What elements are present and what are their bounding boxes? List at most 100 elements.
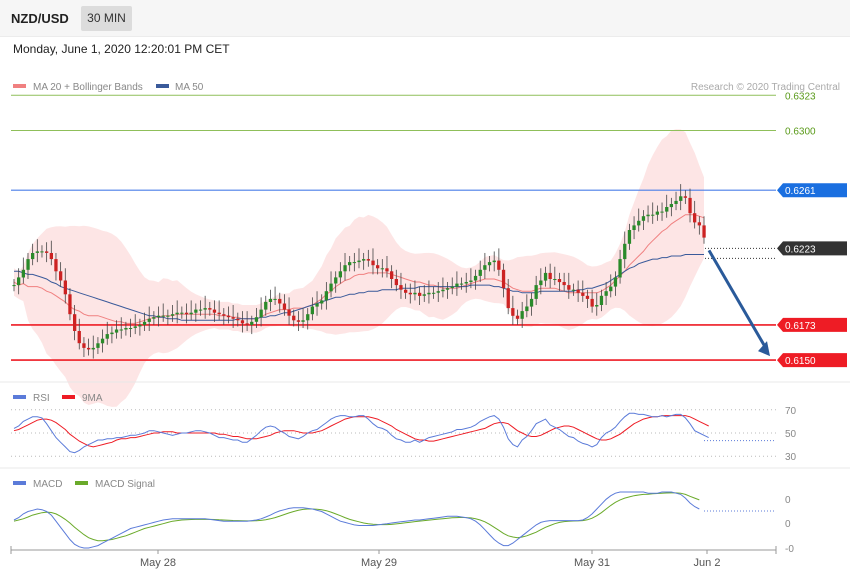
candle-body xyxy=(469,280,473,282)
timeframe-button[interactable]: 30 MIN xyxy=(81,6,132,31)
candle-body xyxy=(693,213,697,223)
candle-body xyxy=(436,291,440,293)
candle-body xyxy=(669,204,673,208)
candle-body xyxy=(613,277,618,287)
candle-body xyxy=(385,268,389,272)
macd-legend-swatch xyxy=(13,481,26,485)
candle-body xyxy=(254,317,259,322)
candle-body xyxy=(404,289,408,293)
candle-body xyxy=(511,308,515,316)
candle-body xyxy=(142,321,147,325)
candle-body xyxy=(264,301,268,310)
candle-body xyxy=(245,323,249,325)
candle-body xyxy=(17,277,21,286)
candle-body xyxy=(175,312,179,315)
candle-body xyxy=(236,318,240,321)
candle-body xyxy=(203,308,207,310)
candle-body xyxy=(679,196,683,201)
rsi-tick-label: 70 xyxy=(785,406,797,417)
candle-body xyxy=(138,324,142,327)
candle-body xyxy=(82,343,86,348)
candle-body xyxy=(483,265,487,270)
candle-body xyxy=(180,312,184,314)
current-price-label: 0.6223 xyxy=(785,244,816,255)
projection-arrow-line xyxy=(707,249,769,351)
candle-body xyxy=(432,292,436,294)
candle-body xyxy=(478,269,482,276)
candle-body xyxy=(529,298,534,307)
candle-body xyxy=(408,292,412,295)
support-price-tag xyxy=(777,317,847,332)
candle-body xyxy=(21,269,25,278)
macd-tick-label: 0 xyxy=(785,519,791,530)
candle-body xyxy=(301,320,305,322)
candle-body xyxy=(259,309,263,318)
time-axis-tick-label: Jun 2 xyxy=(694,557,721,569)
macd-legend-label: MACD xyxy=(33,479,62,490)
candle-body xyxy=(543,272,548,281)
datetime-label: Monday, June 1, 2020 12:20:01 PM CET xyxy=(13,42,230,56)
ma50-line xyxy=(14,254,704,321)
candle-body xyxy=(599,295,604,305)
candle-body xyxy=(683,196,687,198)
resistance-price-label: 0.6323 xyxy=(785,91,816,102)
candle-body xyxy=(473,275,478,281)
projection-arrow-head xyxy=(758,341,770,357)
candle-body xyxy=(487,262,492,266)
support-price-label: 0.6173 xyxy=(785,321,816,332)
candle-body xyxy=(459,283,464,285)
candle-body xyxy=(250,321,254,325)
candle-body xyxy=(306,314,310,321)
candle-body xyxy=(380,268,384,270)
rsi-ma-legend-label: 9MA xyxy=(82,393,103,404)
candle-body xyxy=(208,308,212,310)
candle-body xyxy=(450,286,454,289)
candle-body xyxy=(637,220,641,226)
candle-body xyxy=(161,315,165,317)
candle-body xyxy=(54,259,58,272)
macd-tick-label: -0 xyxy=(785,544,794,555)
resistance-price-label: 0.6300 xyxy=(785,127,816,138)
candle-body xyxy=(87,347,91,350)
candle-body xyxy=(553,279,557,280)
candle-body xyxy=(571,289,576,291)
candle-body xyxy=(63,280,67,295)
candle-body xyxy=(170,314,175,316)
ma20-line xyxy=(13,214,705,324)
time-axis-tick-label: May 28 xyxy=(140,557,176,569)
candle-body xyxy=(105,334,109,339)
candle-body xyxy=(464,282,468,284)
candle-body xyxy=(376,265,380,269)
macd-signal-legend-label: MACD Signal xyxy=(95,479,155,490)
candle-body xyxy=(91,347,95,350)
candle-body xyxy=(604,291,608,296)
pivot-price-label: 0.6261 xyxy=(785,186,816,197)
candle-body xyxy=(520,311,524,319)
candle-body xyxy=(114,329,119,333)
candle-body xyxy=(609,286,613,292)
candle-body xyxy=(156,315,161,318)
candle-body xyxy=(418,292,422,296)
candle-body xyxy=(194,309,198,313)
candle-body xyxy=(292,315,296,321)
candle-body xyxy=(77,331,81,344)
candle-body xyxy=(96,343,100,348)
candle-body xyxy=(124,328,128,330)
candle-body xyxy=(567,285,571,290)
candle-body xyxy=(492,260,496,263)
rsi-legend-swatch xyxy=(13,395,26,399)
candle-body xyxy=(501,269,506,289)
pivot-price-tag xyxy=(777,183,847,198)
candle-body xyxy=(189,312,193,315)
candle-body xyxy=(632,225,636,230)
support-price-label: 0.6150 xyxy=(785,356,816,367)
candle-body xyxy=(31,253,35,260)
candle-body xyxy=(315,303,319,307)
ma20-legend-label: MA 20 + Bollinger Bands xyxy=(33,82,143,93)
candle-body xyxy=(413,292,417,295)
candle-body xyxy=(445,288,450,290)
candle-body xyxy=(352,262,356,264)
candle-body xyxy=(455,283,459,287)
candle-body xyxy=(581,292,585,296)
ma50-legend-swatch xyxy=(156,84,169,88)
